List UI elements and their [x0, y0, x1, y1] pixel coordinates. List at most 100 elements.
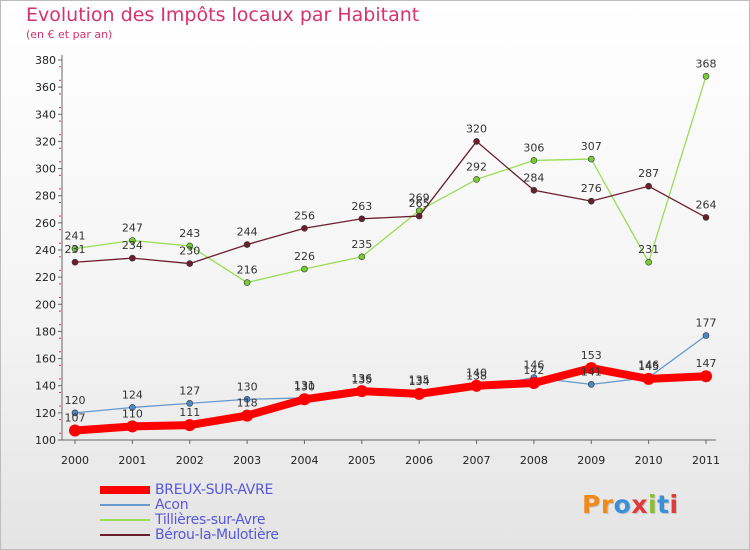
data-point — [186, 400, 194, 407]
data-point — [358, 253, 366, 261]
data-label: 226 — [294, 250, 315, 263]
data-label: 247 — [122, 222, 143, 235]
data-point — [470, 379, 483, 392]
axes: 100 120 140 160 180 200 220 240 260 280 300 320 340 3… — [35, 54, 720, 467]
y-tick-label: 380 — [35, 54, 56, 67]
data-label: 135 — [409, 374, 430, 387]
x-tick-label: 2006 — [405, 454, 433, 467]
data-label: 131 — [294, 379, 315, 392]
data-point — [415, 212, 423, 220]
data-point — [585, 362, 598, 375]
data-point — [413, 387, 426, 400]
data-label: 147 — [696, 357, 717, 370]
series-line — [74, 75, 707, 284]
data-point — [301, 224, 308, 232]
y-tick-label: 240 — [35, 244, 56, 257]
legend-swatch — [100, 486, 150, 494]
data-label: 306 — [523, 141, 544, 154]
y-tick-label: 200 — [35, 298, 56, 311]
data-point — [645, 182, 652, 190]
data-point — [183, 419, 196, 432]
data-point — [241, 409, 254, 422]
x-tick-label: 2005 — [348, 454, 376, 467]
x-tick-label: 2011 — [692, 454, 720, 467]
logo-letter: P — [582, 490, 601, 519]
data-point — [473, 138, 480, 145]
data-label: 269 — [409, 192, 430, 205]
data-point — [129, 237, 136, 244]
x-tick-label: 2003 — [233, 454, 261, 467]
data-label: 307 — [581, 140, 602, 153]
data-point — [298, 393, 311, 406]
data-label: 276 — [581, 182, 602, 195]
data-point — [702, 72, 710, 80]
data-point — [243, 395, 251, 403]
y-tick-label: 160 — [35, 353, 56, 366]
data-point — [530, 157, 538, 164]
data-label: 142 — [523, 364, 544, 377]
x-tick-label: 2010 — [635, 454, 663, 467]
data-label: 140 — [466, 367, 487, 380]
data-label: 241 — [65, 230, 86, 243]
data-point — [527, 377, 540, 389]
logo-letter: t — [657, 490, 670, 519]
legend-label: Bérou-la-Mulotière — [155, 527, 279, 543]
logo-letter: i — [648, 490, 658, 519]
y-tick-label: 260 — [35, 217, 56, 230]
data-point — [71, 258, 79, 266]
y-tick-label: 140 — [35, 380, 56, 393]
x-tick-label: 2000 — [61, 454, 89, 467]
data-label: 110 — [122, 407, 143, 420]
data-label: 235 — [351, 238, 372, 251]
data-point — [700, 370, 712, 383]
data-label: 135 — [351, 374, 372, 387]
logo-letter: o — [613, 490, 632, 519]
data-point — [71, 245, 79, 252]
chart-title: Evolution des Impôts locaux par Habitant — [26, 4, 420, 26]
data-label: 263 — [351, 200, 372, 213]
data-label: 320 — [466, 122, 487, 135]
data-point — [126, 420, 139, 433]
legend-label: Acon — [155, 497, 189, 513]
chart-subtitle: (en € et par an) — [26, 28, 113, 41]
data-label: 234 — [122, 239, 143, 252]
x-tick-label: 2009 — [577, 454, 605, 467]
data-point — [186, 260, 194, 267]
data-label: 231 — [638, 243, 659, 256]
series-layer — [69, 72, 712, 437]
y-tick-label: 220 — [35, 271, 56, 284]
data-label: 124 — [122, 388, 143, 401]
data-label: 243 — [179, 227, 200, 240]
data-label: 136 — [351, 372, 372, 385]
data-point — [473, 176, 480, 183]
data-label: 153 — [581, 349, 602, 362]
data-point — [702, 332, 710, 339]
data-point — [645, 258, 652, 266]
data-point — [642, 372, 655, 385]
data-label: 127 — [179, 384, 200, 397]
data-label: 284 — [523, 171, 544, 184]
logo-letter: x — [631, 490, 648, 519]
x-tick-label: 2008 — [520, 454, 548, 467]
data-label: 216 — [237, 264, 258, 277]
series-tillieres-sur-avre — [71, 72, 710, 286]
proxiti-logo: Proxiti — [582, 490, 679, 519]
data-label: 107 — [65, 412, 86, 425]
data-label: 138 — [466, 369, 487, 382]
data-label: 244 — [237, 226, 258, 239]
data-point — [129, 254, 136, 262]
logo-letter: r — [600, 490, 614, 519]
data-point — [702, 214, 710, 221]
data-point — [243, 241, 251, 248]
data-point — [69, 424, 81, 437]
data-point — [301, 265, 308, 273]
data-label: 256 — [294, 209, 315, 222]
data-label: 134 — [409, 375, 430, 388]
x-tick-label: 2007 — [463, 454, 491, 467]
series-line — [74, 140, 707, 265]
data-label: 141 — [581, 365, 602, 378]
data-label: 231 — [65, 243, 86, 256]
data-label: 292 — [466, 160, 487, 173]
data-point — [129, 404, 136, 411]
